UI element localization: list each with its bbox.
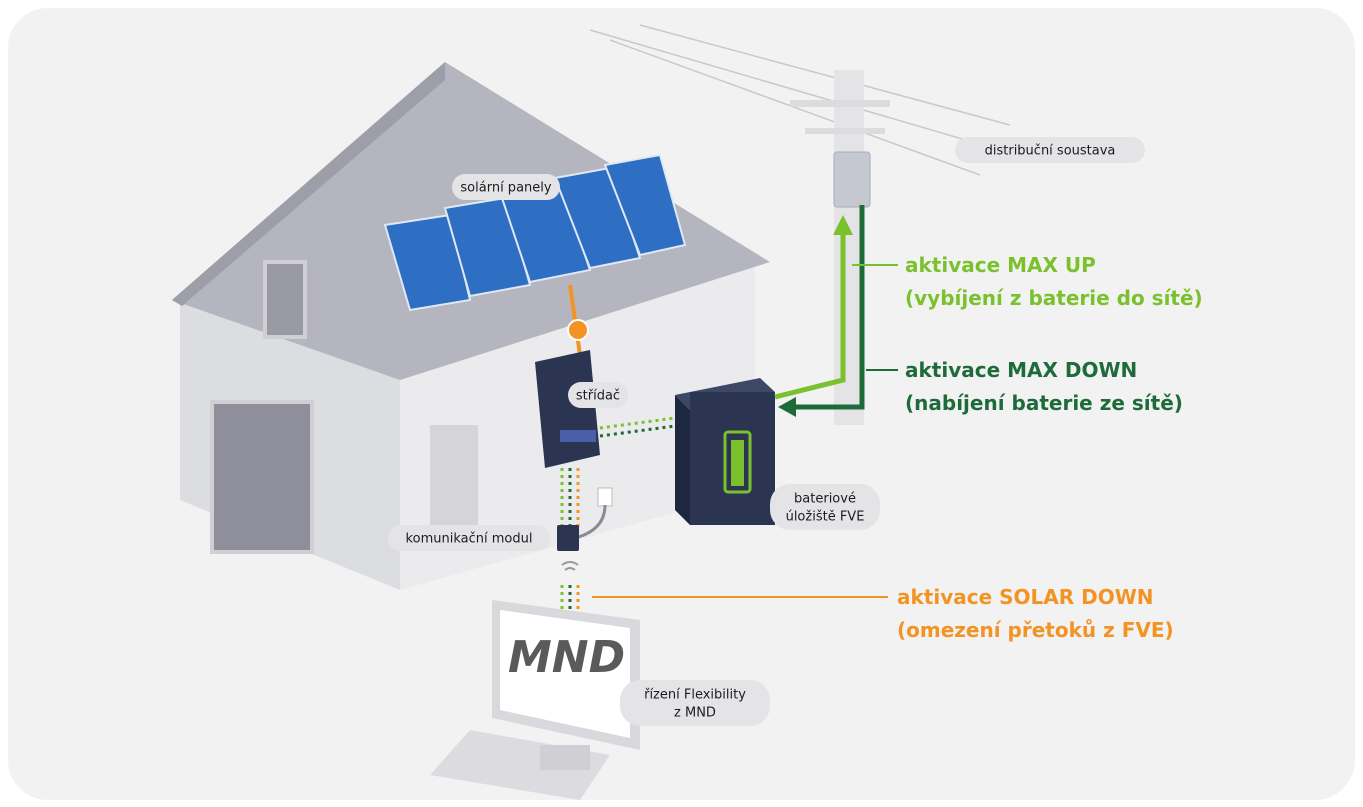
label: distribuční soustava [985, 144, 1116, 159]
label: řízení Flexibility [644, 688, 746, 703]
socket [598, 488, 612, 506]
inverter [535, 350, 600, 468]
communication-module [557, 525, 579, 551]
logo: MND [508, 632, 625, 683]
label: bateriové [794, 492, 856, 507]
label: střídač [576, 389, 620, 404]
activation-detail: (vybíjení z baterie do sítě) [905, 286, 1203, 310]
activation-title: aktivace MAX DOWN [905, 358, 1137, 382]
activation-title: aktivace SOLAR DOWN [897, 585, 1154, 609]
label: solární panely [460, 181, 551, 196]
activation-detail: (omezení přetoků z FVE) [897, 618, 1174, 642]
label: úložiště FVE [786, 510, 865, 525]
battery [675, 378, 775, 525]
activation-detail: (nabíjení baterie ze sítě) [905, 391, 1183, 415]
breaker [568, 320, 588, 340]
label: komunikační modul [406, 532, 533, 547]
diagram: MND solární panely střídač komunikační m… [0, 0, 1363, 807]
label: z MND [674, 706, 716, 721]
activation-title: aktivace MAX UP [905, 253, 1096, 277]
